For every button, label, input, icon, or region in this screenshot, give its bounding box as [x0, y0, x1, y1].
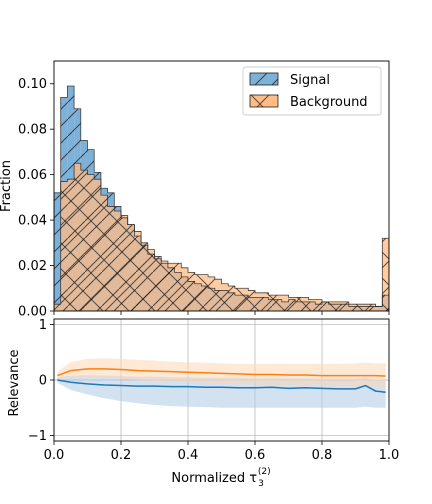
relevance-lines — [57, 358, 386, 408]
line-signal — [57, 379, 386, 393]
legend-hatch-signal — [250, 73, 278, 85]
bar-hatch-background — [167, 263, 175, 311]
bar-hatch-background — [181, 267, 188, 311]
bar-hatch-background — [315, 299, 322, 311]
bar-hatch-background — [295, 297, 302, 311]
legend-label-background: Background — [290, 95, 368, 110]
bar-hatch-background — [221, 283, 229, 311]
legend-label-signal: Signal — [290, 73, 330, 88]
y-tick-label: 0.06 — [18, 168, 47, 183]
relevance-y-ticks: −1 0 1 — [28, 318, 54, 444]
bar-hatch-background — [94, 179, 101, 311]
y-tick-label: 0.08 — [18, 123, 47, 138]
bar-hatch-background — [60, 181, 68, 311]
bar-hatch-background — [248, 290, 255, 311]
histogram-frame — [53, 60, 390, 312]
bar-hatch-background — [114, 211, 121, 311]
x-tick-label: 1.0 — [379, 448, 400, 463]
histogram-panel: 0.00 0.02 0.04 0.06 0.08 0.10 Fraction Signal… — [0, 60, 390, 320]
histogram-y-label: Fraction — [0, 160, 14, 212]
bar-hatch-background — [147, 249, 155, 311]
bar-hatch-background — [281, 295, 289, 311]
relevance-x-ticks: 0.0 0.2 0.4 0.6 0.8 1.0 — [44, 441, 400, 463]
bar-hatch-background — [241, 288, 249, 311]
bar-hatch-background — [308, 299, 316, 311]
bar-hatch-background — [255, 292, 262, 311]
y-tick-label: 0.04 — [18, 214, 47, 229]
bar-hatch-background — [355, 304, 363, 311]
bar-hatch-background — [194, 274, 202, 311]
bar-hatch-background — [141, 242, 148, 311]
bar-hatch-background — [134, 231, 142, 311]
y-tick-label: −1 — [28, 429, 47, 444]
bar-hatch-background — [208, 276, 215, 311]
x-axis-label-sup: (2) — [258, 467, 271, 477]
bar-hatch-background — [375, 306, 383, 311]
bar-hatch-background — [214, 279, 222, 311]
bar-hatch-background — [328, 301, 336, 311]
legend-item-signal: Signal — [249, 72, 330, 88]
histogram-bars — [54, 85, 389, 311]
bar-hatch-background — [80, 170, 88, 311]
bar-hatch-background — [234, 288, 242, 311]
bar-hatch-background — [121, 215, 128, 311]
bar-hatch-background — [368, 304, 376, 311]
bar-hatch-background — [335, 301, 343, 311]
x-axis-label-main: Normalized τ — [171, 471, 257, 486]
bar-hatch-background — [188, 272, 195, 311]
bar-hatch-background — [228, 286, 235, 311]
x-tick-label: 0.0 — [44, 448, 65, 463]
bar-hatch-background — [127, 224, 135, 311]
y-tick-label: 0 — [39, 374, 47, 389]
bar-hatch-background — [74, 163, 81, 311]
x-tick-label: 0.4 — [178, 448, 199, 463]
bar-hatch-background — [174, 263, 182, 311]
legend: Signal Background — [242, 66, 382, 116]
histogram-y-ticks: 0.00 0.02 0.04 0.06 0.08 0.10 — [18, 77, 390, 320]
y-tick-label: 0.10 — [18, 77, 47, 92]
bar-hatch-background — [54, 304, 61, 311]
bar-hatch-background — [67, 179, 75, 311]
bar-hatch-background — [261, 292, 269, 311]
histogram-outline-background — [54, 162, 389, 311]
bar-hatch-background — [301, 297, 309, 311]
bar-hatch-signal — [54, 192, 61, 311]
x-tick-label: 0.6 — [245, 448, 266, 463]
bar-hatch-background — [322, 301, 329, 311]
line-background — [57, 368, 386, 377]
y-tick-label: 0.02 — [18, 259, 47, 274]
relevance-y-label: Relevance — [7, 349, 22, 416]
bar-hatch-background — [201, 274, 209, 311]
bar-hatch-background — [288, 297, 296, 311]
y-tick-label: 0.00 — [18, 305, 47, 320]
x-axis-label: Normalized τ3 (2) — [171, 467, 270, 489]
y-tick-label: 1 — [39, 318, 47, 333]
bar-hatch-background — [100, 195, 108, 311]
relevance-panel: −1 0 1 0.0 0.2 0.4 0.6 0.8 1.0 Relevance Normal… — [7, 318, 399, 489]
legend-item-background: Background — [249, 94, 368, 110]
bar-hatch-background — [362, 304, 369, 311]
x-tick-label: 0.2 — [111, 448, 132, 463]
legend-hatch-background — [250, 95, 278, 107]
bar-hatch-background — [161, 261, 168, 311]
bar-hatch-background — [382, 238, 389, 311]
bar-hatch-background — [342, 301, 349, 311]
bar-hatch-background — [275, 295, 282, 311]
bar-hatch-background — [348, 304, 356, 311]
bar-hatch-background — [107, 206, 115, 311]
x-axis-label-sub: 3 — [258, 479, 264, 489]
x-tick-label: 0.8 — [312, 448, 333, 463]
bar-hatch-background — [268, 295, 276, 311]
bar-hatch-background — [154, 256, 162, 311]
bar-hatch-background — [87, 174, 95, 311]
